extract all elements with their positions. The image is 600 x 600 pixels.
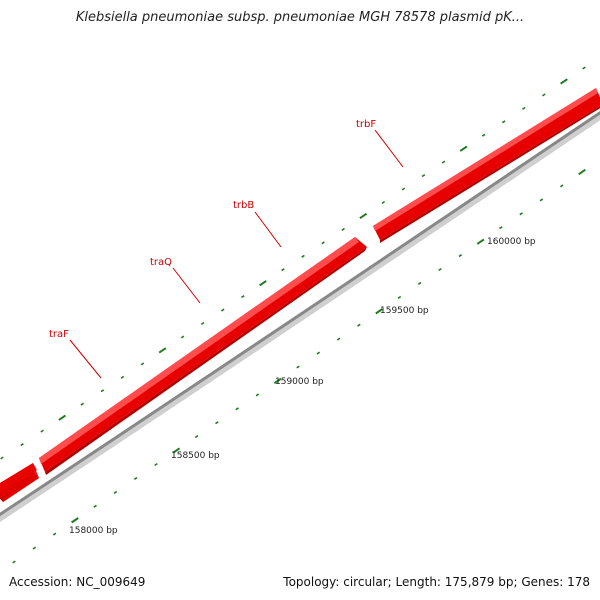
minor-tick [501,120,506,124]
gene-leader-line [69,339,102,379]
minor-tick [458,254,463,258]
minor-tick [357,323,361,327]
major-tick [375,308,383,315]
minor-tick [20,443,24,447]
minor-tick [397,295,402,299]
gene-leader-line [374,129,404,168]
minor-tick [381,200,386,205]
minor-tick [40,429,44,433]
minor-tick [401,187,406,191]
minor-tick [52,532,57,536]
minor-tick [12,560,16,564]
gene-label-traq[interactable]: traQ [150,257,172,268]
gene-block[interactable] [39,237,367,475]
major-tick [172,447,181,454]
major-tick [158,347,167,354]
minor-tick [220,308,225,312]
minor-tick [522,106,526,110]
gene-leader-line [172,267,201,304]
minor-tick [499,226,503,230]
minor-tick [336,337,341,341]
genome-summary-text: Topology: circular; Length: 175,879 bp; … [283,575,590,589]
minor-tick [194,435,199,439]
major-tick [560,78,568,85]
minor-tick [0,456,4,460]
minor-tick [441,160,446,164]
minor-tick [481,133,486,137]
minor-tick [281,268,285,272]
scale-label: 159500 bp [380,306,429,316]
major-tick [273,377,282,385]
backbone-line [0,110,600,517]
scale-label: 158500 bp [171,451,220,461]
minor-tick [341,227,345,231]
inner-tick-track [12,168,586,564]
minor-tick [296,365,300,369]
minor-tick [542,93,546,97]
minor-tick [321,241,325,245]
minor-tick [32,546,37,550]
minor-tick [180,335,185,339]
major-tick [476,238,485,245]
scale-label: 160000 bp [487,237,536,247]
gene-block[interactable] [373,88,600,243]
minor-tick [154,462,158,467]
major-tick [578,168,586,176]
minor-tick [421,174,426,178]
outer-tick-track [0,66,586,460]
gene-block[interactable] [0,463,39,502]
minor-tick [301,254,305,258]
minor-tick [539,198,544,202]
major-tick [259,280,267,287]
major-tick [58,414,67,421]
minor-tick [140,362,145,366]
map-title: Klebsiella pneumoniae subsp. pneumoniae … [75,10,525,25]
minor-tick [582,66,586,70]
gene-label-trbf[interactable]: trbF [356,119,376,130]
minor-tick [120,375,125,379]
minor-tick [235,407,239,411]
minor-tick [133,476,138,480]
minor-tick [255,393,260,397]
minor-tick [241,295,245,299]
gene-leader-line [254,211,282,248]
minor-tick [113,490,118,494]
major-tick [359,212,368,220]
minor-tick [438,267,442,272]
minor-tick [316,351,321,355]
major-tick [459,145,468,152]
scale-label: 159000 bp [275,377,324,387]
minor-tick [417,281,422,285]
minor-tick [519,212,523,216]
minor-tick [100,389,105,393]
accession-text: Accession: NC_009649 [9,575,146,589]
minor-tick [80,402,85,406]
gene-label-trbb[interactable]: trbB [233,200,254,211]
backbone-shadow [0,113,600,522]
scale-label: 158000 bp [69,526,118,536]
gene-label-traf[interactable]: traF [49,329,69,340]
minor-tick [215,421,219,425]
minor-tick [200,321,205,326]
major-tick [71,517,79,524]
minor-tick [559,184,564,188]
minor-tick [93,504,97,508]
